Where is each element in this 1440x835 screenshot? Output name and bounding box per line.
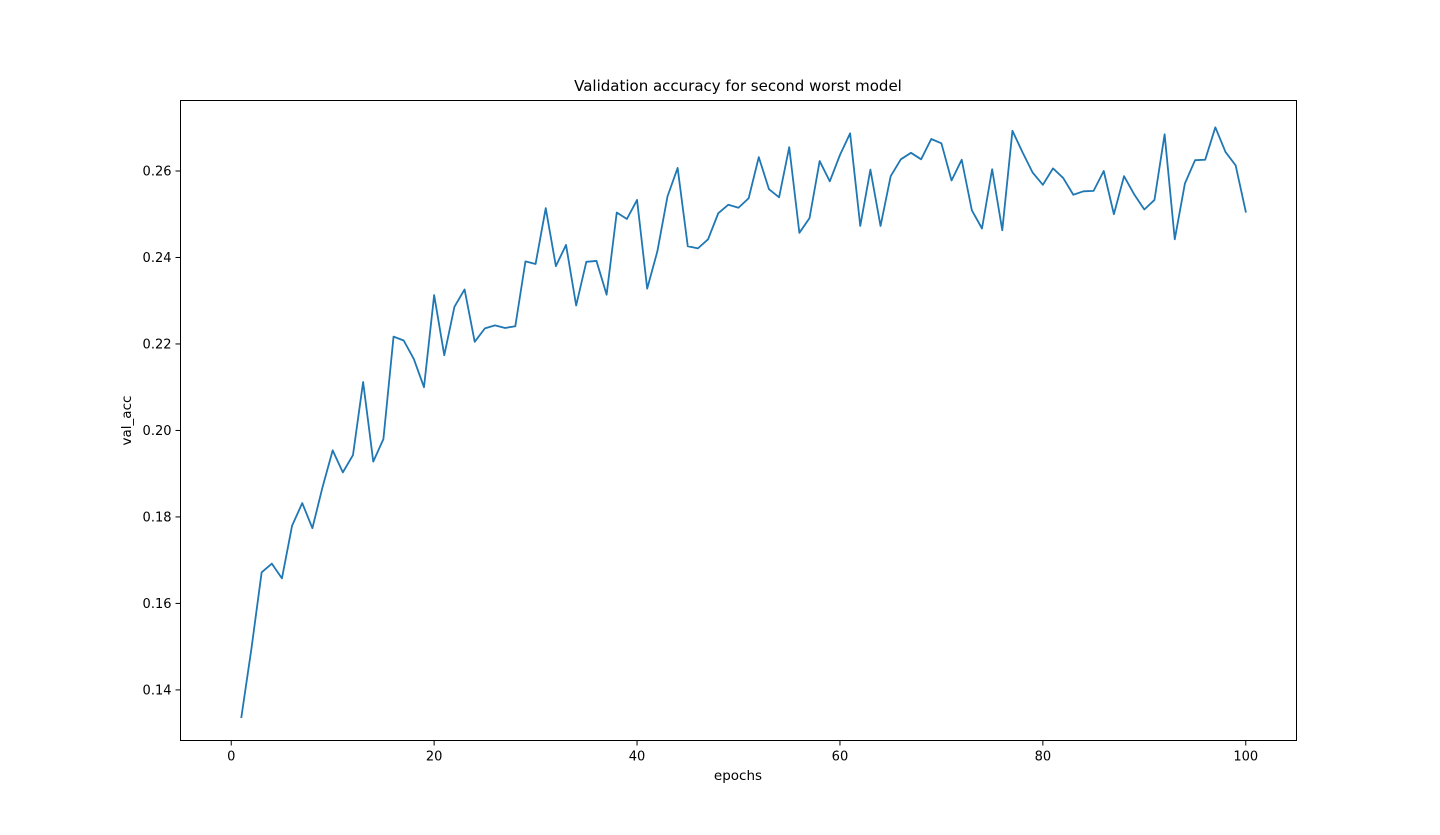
x-tick-label: 100 (1233, 750, 1258, 765)
y-tick-label: 0.26 (143, 164, 172, 179)
x-axis-ticks: 0 20 40 60 80 100 (227, 740, 1258, 765)
y-tick-label: 0.16 (143, 597, 172, 612)
x-tick-label: 80 (1035, 750, 1052, 765)
x-tick-label: 0 (227, 750, 235, 765)
plot-frame (180, 100, 1297, 741)
y-axis-label: val_acc (119, 396, 135, 446)
y-tick-label: 0.18 (143, 510, 172, 525)
x-tick-label: 20 (426, 750, 443, 765)
y-tick-label: 0.22 (143, 337, 172, 352)
y-axis-ticks: 0.14 0.16 0.18 0.20 0.22 0.24 0.26 (143, 164, 181, 698)
y-tick-label: 0.20 (143, 424, 172, 439)
y-tick-label: 0.14 (143, 683, 172, 698)
plot-area (180, 100, 1297, 741)
chart-title: Validation accuracy for second worst mod… (574, 77, 902, 95)
series-line (240, 126, 1247, 719)
x-axis-label: epochs (714, 768, 762, 784)
x-tick-label: 40 (629, 750, 646, 765)
x-tick-label: 60 (832, 750, 849, 765)
y-tick-label: 0.24 (143, 251, 172, 266)
